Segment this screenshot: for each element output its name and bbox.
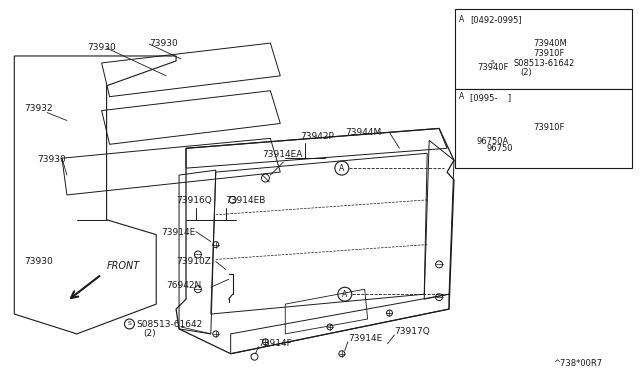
Text: 73940F: 73940F	[477, 63, 508, 72]
Text: S08513-61642: S08513-61642	[136, 320, 203, 329]
Text: 73940M: 73940M	[533, 39, 567, 48]
Text: FRONT: FRONT	[107, 262, 140, 271]
Text: 73910F: 73910F	[533, 48, 564, 58]
Text: 73914EA: 73914EA	[262, 150, 303, 159]
Text: ^738*00R7: ^738*00R7	[553, 359, 602, 368]
Text: (2): (2)	[143, 329, 156, 338]
Text: 73930: 73930	[87, 43, 115, 52]
Text: A: A	[460, 92, 465, 101]
Text: S: S	[491, 60, 495, 65]
Text: 73914EB: 73914EB	[226, 196, 266, 205]
Text: 96750: 96750	[487, 144, 513, 153]
Text: 96750A: 96750A	[477, 137, 509, 146]
Text: A: A	[342, 290, 348, 299]
Text: (2): (2)	[520, 68, 532, 77]
Text: A: A	[339, 164, 344, 173]
Text: [0995-    ]: [0995- ]	[470, 93, 511, 102]
Text: 73914E: 73914E	[348, 334, 382, 343]
Text: 73930: 73930	[24, 257, 53, 266]
Bar	[455, 9, 632, 89]
Text: 73916Q: 73916Q	[176, 196, 212, 205]
Text: 73917Q: 73917Q	[394, 327, 430, 336]
Text: 73932: 73932	[24, 104, 53, 113]
Text: 73930: 73930	[149, 39, 178, 48]
Text: S08513-61642: S08513-61642	[513, 59, 575, 68]
Text: 76942N: 76942N	[166, 281, 202, 290]
Text: 73942P: 73942P	[300, 132, 334, 141]
Text: 73930: 73930	[37, 155, 66, 164]
Text: A: A	[460, 15, 465, 24]
Bar	[455, 89, 632, 168]
Text: S: S	[127, 321, 131, 327]
Text: 73910F: 73910F	[533, 123, 564, 132]
Text: 73914F: 73914F	[259, 339, 292, 348]
Text: 73944M: 73944M	[345, 128, 381, 137]
Text: 73914E: 73914E	[161, 228, 195, 237]
Text: [0492-0995]: [0492-0995]	[470, 15, 522, 24]
Text: 73910Z: 73910Z	[176, 257, 211, 266]
